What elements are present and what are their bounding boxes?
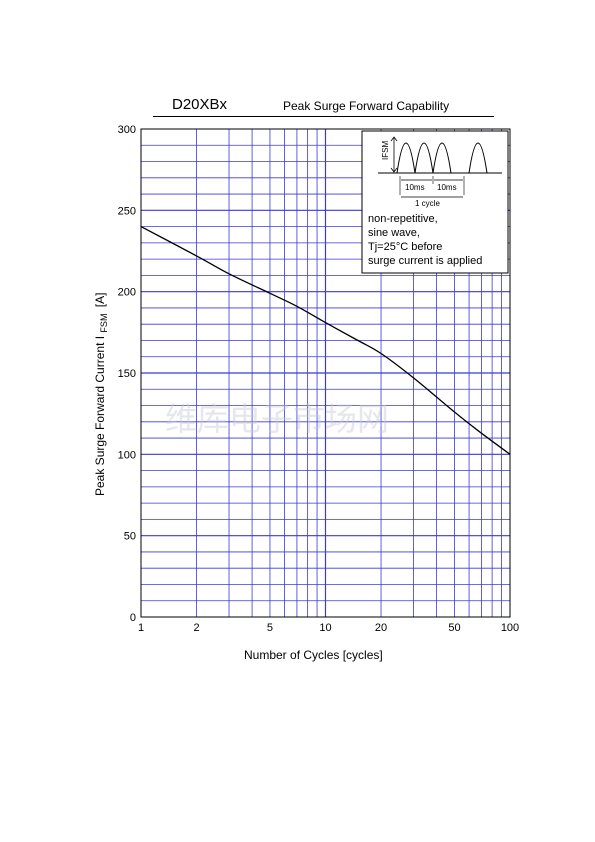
chart-title: Peak Surge Forward Capability: [283, 99, 450, 113]
cycle-label: 1 cycle: [415, 199, 440, 208]
surge-curve-line: [140, 226, 511, 455]
part-number: D20XBx: [172, 96, 228, 113]
y-tick-labels: 0 50 100 150 200 250 300: [118, 124, 136, 624]
y-axis-title-unit: [A]: [93, 293, 107, 308]
x-tick-label: 1: [138, 622, 144, 634]
y-tick-label: 200: [118, 287, 136, 299]
y-tick-label: 300: [118, 124, 136, 136]
x-tick-labels: 1 2 5 10 20 50 100: [138, 622, 519, 634]
inset-note-1: non-repetitive,: [368, 213, 438, 225]
inset-note-3: Tj=25°C before: [368, 241, 442, 253]
x-tick-label: 2: [193, 622, 199, 634]
y-tick-label: 150: [118, 368, 136, 380]
inset-note-4: surge current is applied: [368, 255, 482, 267]
half-period-label-2: 10ms: [437, 183, 457, 192]
sine-wave-diagram: [378, 142, 502, 174]
y-tick-label: 0: [130, 612, 136, 624]
inset-box: IFSM 10ms 10ms 1 cycle non-repetitive, s…: [361, 130, 509, 274]
x-tick-label: 10: [319, 622, 331, 634]
y-axis-title: Peak Surge Forward Current I FSM [A]: [93, 293, 110, 496]
y-axis-title-subscript: FSM: [99, 314, 109, 333]
x-tick-label: 20: [375, 622, 387, 634]
plot-frame: [140, 128, 511, 618]
x-tick-label: 50: [448, 622, 460, 634]
y-tick-label: 50: [124, 531, 136, 543]
ifsm-label: IFSM: [381, 141, 390, 160]
x-axis-title: Number of Cycles [cycles]: [244, 648, 383, 662]
title-underline: [153, 116, 494, 117]
x-tick-label: 5: [267, 622, 273, 634]
y-axis-title-symbol: I: [93, 336, 107, 339]
y-tick-label: 100: [118, 449, 136, 461]
watermark-text: 维库电子市场网: [165, 400, 389, 438]
x-tick-label: 100: [501, 622, 519, 634]
y-axis-title-main: Peak Surge Forward Current: [93, 342, 107, 496]
inset-note-2: sine wave,: [368, 227, 420, 239]
half-period-label-1: 10ms: [405, 183, 425, 192]
y-tick-label: 250: [118, 205, 136, 217]
